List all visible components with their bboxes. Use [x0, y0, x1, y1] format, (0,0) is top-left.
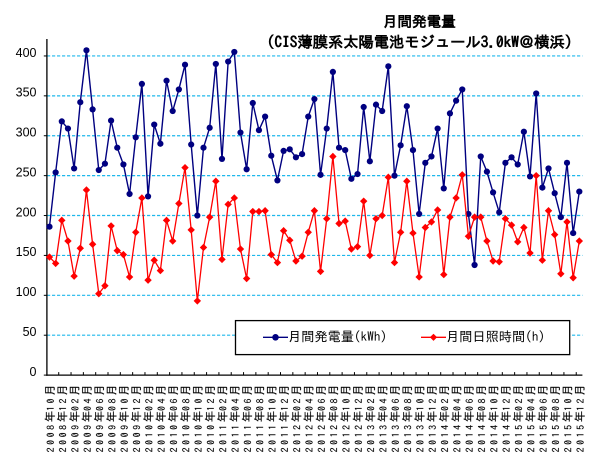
- svg-text:350: 350: [16, 86, 37, 100]
- svg-text:200: 200: [16, 205, 37, 219]
- svg-text:100: 100: [16, 285, 37, 299]
- svg-text:0: 0: [30, 365, 37, 379]
- svg-text:250: 250: [16, 165, 37, 179]
- svg-text:300: 300: [16, 126, 37, 140]
- svg-text:400: 400: [16, 46, 37, 60]
- svg-text:150: 150: [16, 245, 37, 259]
- svg-text:50: 50: [23, 325, 37, 339]
